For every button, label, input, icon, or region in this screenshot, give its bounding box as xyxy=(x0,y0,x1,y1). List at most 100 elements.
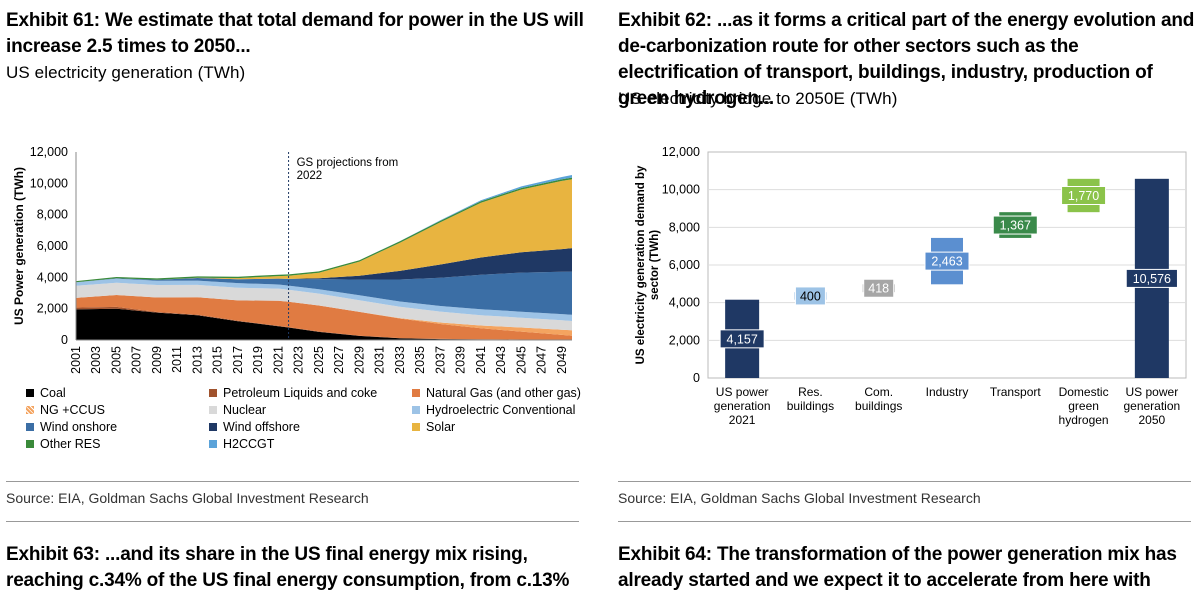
x-category-label: Com. buildings xyxy=(855,385,902,413)
x-tick-label: 2031 xyxy=(373,346,387,374)
legend-label: Coal xyxy=(40,386,66,400)
x-tick-label: 2047 xyxy=(535,346,549,374)
exhibit-61-title: Exhibit 61: We estimate that total deman… xyxy=(6,10,584,57)
x-tick-label: 2033 xyxy=(393,346,407,374)
area-series-natural-gas-and-other-gas- xyxy=(76,295,572,340)
legend-swatch xyxy=(209,389,217,397)
x-tick-label: 2049 xyxy=(555,346,569,374)
legend-label: Solar xyxy=(426,420,456,434)
legend-label: Natural Gas (and other gas) xyxy=(426,386,581,400)
projection-annotation: GS projections from 2022 xyxy=(297,157,399,182)
legend-swatch xyxy=(26,406,34,414)
area-series-coal xyxy=(76,308,572,340)
legend-item: Nuclear xyxy=(209,403,266,417)
y-tick-label: 2,000 xyxy=(669,333,700,347)
data-label-box xyxy=(794,286,826,306)
data-label: 4,157 xyxy=(727,332,758,346)
legend-swatch xyxy=(412,389,420,397)
area-series-nuclear xyxy=(76,282,572,331)
y-tick-label: 2,000 xyxy=(37,302,68,316)
x-tick-label: 2045 xyxy=(514,346,528,374)
legend-label: Other RES xyxy=(40,437,101,451)
legend-item: Other RES xyxy=(26,437,100,451)
x-tick-label: 2021 xyxy=(271,346,285,374)
y-tick-label: 4,000 xyxy=(669,296,700,310)
y-axis-title: US electricity generation demand by secto… xyxy=(635,165,661,364)
data-label: 1,367 xyxy=(1000,219,1031,233)
y-tick-label: 0 xyxy=(61,333,68,347)
x-category-label: US power generation 2021 xyxy=(714,385,771,427)
area-series-wind-onshore xyxy=(76,271,572,315)
exhibit-61-subtitle: US electricity generation (TWh) xyxy=(6,63,246,82)
legend-item: NG +CCUS xyxy=(26,403,105,417)
legend-swatch xyxy=(209,440,217,448)
legend-swatch xyxy=(209,406,217,414)
y-axis-title: US Power generation (TWh) xyxy=(12,167,26,325)
legend-label: Hydroelectric Conventional xyxy=(426,403,576,417)
x-tick-label: 2037 xyxy=(433,346,447,374)
x-category-label: Domestic green hydrogen xyxy=(1059,385,1109,427)
exhibit-62-title: Exhibit 62: ...as it forms a critical pa… xyxy=(618,10,1195,109)
legend-swatch xyxy=(412,423,420,431)
divider xyxy=(6,481,579,482)
legend-item: Hydroelectric Conventional xyxy=(412,403,575,417)
y-tick-label: 8,000 xyxy=(37,208,68,222)
legend-swatch xyxy=(412,406,420,414)
x-tick-label: 2035 xyxy=(413,346,427,374)
data-label-box xyxy=(1125,268,1178,288)
x-tick-label: 2015 xyxy=(211,346,225,374)
x-tick-label: 2007 xyxy=(130,346,144,374)
data-label: 418 xyxy=(868,282,889,296)
legend-item: Wind onshore xyxy=(26,420,117,434)
legend-swatch xyxy=(26,440,34,448)
y-tick-label: 12,000 xyxy=(662,145,700,159)
exhibit-62-source: Source: EIA, Goldman Sachs Global Invest… xyxy=(618,490,981,506)
y-tick-label: 12,000 xyxy=(30,145,68,159)
x-tick-label: 2011 xyxy=(170,346,184,373)
legend-label: Wind offshore xyxy=(223,420,300,434)
legend-item: Wind offshore xyxy=(209,420,300,434)
exhibit-61-panel: Exhibit 61: We estimate that total deman… xyxy=(6,0,586,600)
data-label: 1,770 xyxy=(1068,189,1099,203)
x-category-label: Res. buildings xyxy=(787,385,834,413)
y-tick-label: 10,000 xyxy=(30,176,68,190)
x-tick-label: 2041 xyxy=(474,346,488,374)
x-tick-label: 2019 xyxy=(251,346,265,374)
y-tick-label: 8,000 xyxy=(669,220,700,234)
x-tick-label: 2017 xyxy=(231,346,245,374)
x-tick-label: 2043 xyxy=(494,346,508,374)
exhibit-61-area-chart: 0 2,000 4,000 6,000 8,000 10,000 12,000 2001 200… xyxy=(12,145,572,374)
data-label-box xyxy=(719,329,765,349)
legend-item: Natural Gas (and other gas) xyxy=(412,386,581,400)
area-series-solar xyxy=(76,179,572,283)
legend-label: Petroleum Liquids and coke xyxy=(223,386,378,400)
data-label-box xyxy=(924,251,970,271)
data-label: 400 xyxy=(800,289,821,303)
legend-swatch xyxy=(209,423,217,431)
x-tick-label: 2025 xyxy=(312,346,326,374)
x-tick-label: 2029 xyxy=(352,346,366,374)
y-tick-label: 10,000 xyxy=(662,183,700,197)
legend-label: Nuclear xyxy=(223,403,267,417)
legend-item: H2CCGT xyxy=(209,437,274,451)
area-series-other-res xyxy=(76,177,572,283)
exhibit-63-title: Exhibit 63: ...and its share in the US f… xyxy=(6,544,570,591)
legend-item: Solar xyxy=(412,420,455,434)
x-tick-label: 2009 xyxy=(150,346,164,374)
legend-item: Petroleum Liquids and coke xyxy=(209,386,377,400)
exhibit-62-subtitle: US electricity bridge to 2050E (TWh) xyxy=(618,89,898,108)
area-series-wind-offshore xyxy=(76,248,572,283)
data-label: 2,463 xyxy=(931,255,962,269)
legend-label: Wind onshore xyxy=(40,420,118,434)
exhibit-61-source: Source: EIA, Goldman Sachs Global Invest… xyxy=(6,490,369,506)
y-tick-label: 0 xyxy=(693,371,700,385)
x-tick-label: 2005 xyxy=(109,346,123,374)
exhibit-62-panel: Exhibit 62: ...as it forms a critical pa… xyxy=(618,0,1198,600)
x-category-label: US power generation 2050 xyxy=(1123,385,1180,427)
data-label-box xyxy=(992,215,1038,235)
legend-swatch xyxy=(26,423,34,431)
data-label-box xyxy=(1061,186,1107,206)
divider xyxy=(618,521,1191,522)
area-series-hydroelectric-conventional xyxy=(76,278,572,321)
